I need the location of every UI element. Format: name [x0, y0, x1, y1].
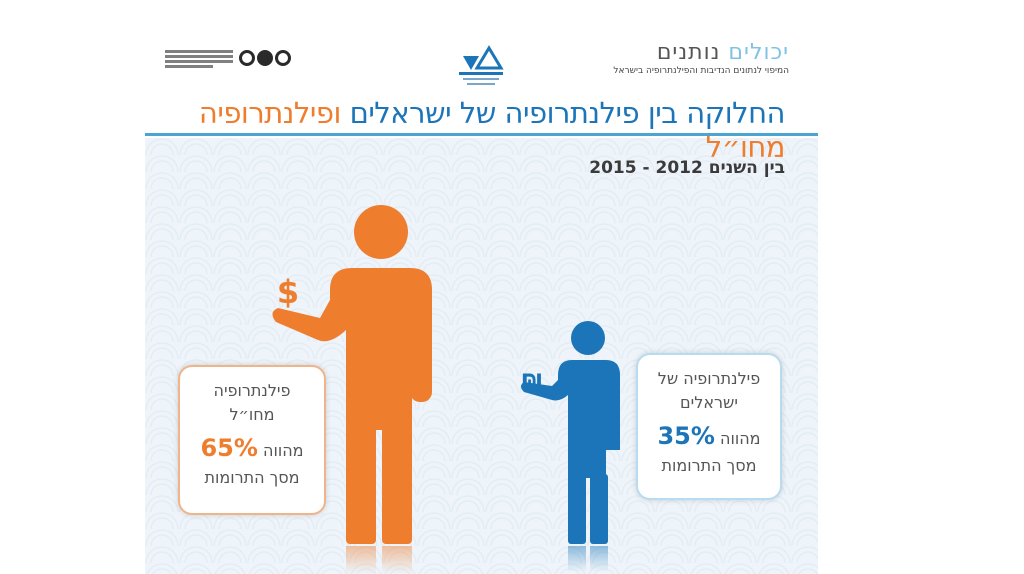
israeli-label-line3: מסך התרומות: [661, 456, 757, 475]
abroad-speech-bubble: פילנתרופיה מחו״ל מהווה 65% מסך התרומות: [178, 365, 326, 515]
logo-name-part2: נותנים: [656, 40, 721, 65]
abroad-percent-value: 65%: [200, 434, 258, 462]
ring-icon: [257, 50, 273, 66]
israeli-figure-leg-right: [590, 474, 608, 544]
israeli-percent-suffix: מהווה: [720, 429, 761, 448]
title-divider: [145, 133, 818, 136]
abroad-percent-suffix: מהווה: [263, 441, 304, 460]
institute-logo: [459, 45, 504, 85]
israeli-percent-value: 35%: [657, 422, 715, 450]
israeli-figure-body: [521, 360, 620, 478]
ring-icon: [275, 50, 291, 66]
israeli-figure-arm: [606, 368, 620, 448]
abroad-percent-row: מהווה 65%: [180, 433, 324, 466]
years-subtitle: בין השנים 2012 - 2015: [589, 158, 785, 178]
abroad-figure-leg-right: [382, 426, 412, 544]
israeli-figure-reflection: [568, 546, 586, 572]
israeli-percent-row: מהווה 35%: [638, 421, 780, 454]
abroad-label-line2: מחו״ל: [229, 405, 275, 424]
abroad-label-line3: מסך התרומות: [204, 468, 300, 487]
partner-logos-left: [165, 48, 295, 70]
abroad-figure-body: [272, 268, 432, 430]
israeli-speech-bubble: פילנתרופיה של ישראלים מהווה 35% מסך התרו…: [636, 353, 782, 500]
israeli-figure-leg-left: [568, 474, 586, 544]
abroad-figure-leg-left: [346, 426, 376, 544]
abroad-label-line1: פילנתרופיה: [213, 381, 291, 400]
israeli-figure: ₪: [521, 321, 620, 572]
partner-logo-text-lines: [165, 48, 233, 70]
page-title: החלוקה בין פילנתרופיה של ישראלים ופילנתר…: [145, 96, 786, 164]
title-part-israeli: החלוקה בין פילנתרופיה של ישראלים: [349, 96, 786, 130]
logo-name-part1: יכולים: [728, 40, 789, 65]
abroad-figure-reflection: [382, 546, 412, 574]
abroad-figure-head: [354, 205, 408, 259]
israeli-figure-reflection: [590, 546, 608, 572]
logo-name: יכולים נותנים: [613, 40, 789, 65]
israeli-figure-head: [571, 321, 605, 355]
shekel-icon: ₪: [522, 371, 542, 396]
abroad-figure-arm: [410, 282, 432, 402]
ring-icon: [239, 50, 255, 66]
abroad-figure: $: [272, 205, 432, 574]
abroad-figure-reflection: [346, 546, 376, 574]
logo-subtitle: המיפוי לנתונים הנדיבות והפילנתרופיה בישר…: [613, 66, 789, 76]
yecholim-notnim-logo: יכולים נותנים המיפוי לנתונים הנדיבות והפ…: [613, 40, 789, 76]
israeli-label-line2: ישראלים: [680, 393, 738, 412]
dollar-icon: $: [277, 273, 299, 311]
israeli-label-line1: פילנתרופיה של: [657, 369, 761, 388]
